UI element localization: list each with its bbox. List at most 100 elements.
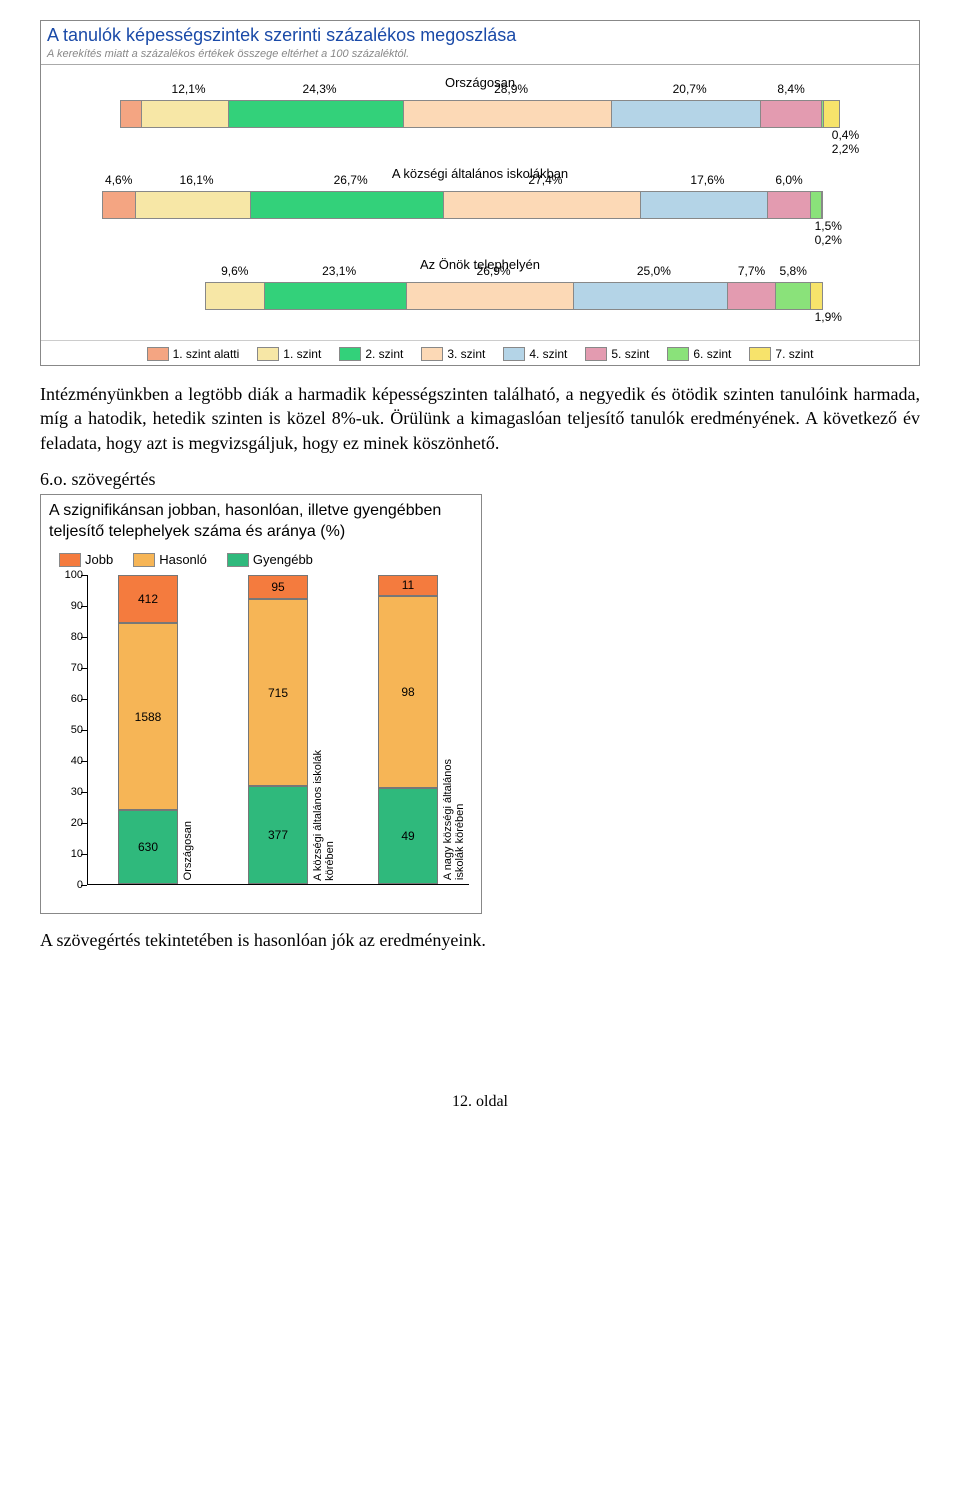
y-tick-mark: [81, 761, 87, 762]
chart2-plot: 0102030405060708090100 6301588412Országo…: [49, 575, 473, 905]
vbar-segment: 630: [118, 810, 178, 884]
legend-swatch: [257, 347, 279, 361]
legend-item: 2. szint: [339, 347, 403, 361]
legend-label: Gyengébb: [253, 552, 313, 567]
bar-segment-value: 16,1%: [180, 173, 214, 187]
vbar-category-label: Országosan: [182, 821, 194, 880]
legend-item: 7. szint: [749, 347, 813, 361]
vbar-group: 499811A nagy községi általános iskolák k…: [378, 574, 438, 884]
stacked-bar-row: Országosan12,1%24,3%28,9%20,7%8,4%0,4%2,…: [51, 75, 909, 162]
bar-segment-value: 17,6%: [690, 173, 724, 187]
bar-segment-value: 20,7%: [673, 82, 707, 96]
bar-segment: [142, 101, 229, 127]
chart2-legend: Jobb Hasonló Gyengébb: [41, 544, 481, 571]
legend-item: Hasonló: [133, 552, 207, 567]
bar-segment: [574, 283, 728, 309]
bar-segment: [824, 101, 840, 127]
legend-item: 5. szint: [585, 347, 649, 361]
bar-segment-value: 23,1%: [322, 264, 356, 278]
bar-segment: [404, 101, 612, 127]
legend-item: Gyengébb: [227, 552, 313, 567]
skill-distribution-chart: A tanulók képességszintek szerinti száza…: [40, 20, 920, 366]
vbar-group: 37771595A községi általános iskolák köré…: [248, 574, 308, 884]
y-tick-mark: [81, 699, 87, 700]
legend-item: 1. szint: [257, 347, 321, 361]
chart2-plot-area: 6301588412 Országosan 37771595A községi ál…: [87, 575, 469, 885]
stacked-bar-row: A községi általános iskolákban4,6%16,1%2…: [51, 166, 909, 253]
bar-segment-value: 25,0%: [637, 264, 671, 278]
y-tick-mark: [81, 606, 87, 607]
vbar-segment: 412: [118, 575, 178, 624]
y-tick-mark: [81, 792, 87, 793]
y-tick-mark: [81, 823, 87, 824]
legend-label: 7. szint: [775, 347, 813, 361]
bar-segment-value: 7,7%: [738, 264, 765, 278]
legend-label: 4. szint: [529, 347, 567, 361]
bar-segment: [229, 101, 404, 127]
bar-segment-value: 9,6%: [221, 264, 248, 278]
legend-item: 3. szint: [421, 347, 485, 361]
chart2-title: A szignifikánsan jobban, hasonlóan, ille…: [41, 495, 481, 545]
legend-label: 3. szint: [447, 347, 485, 361]
vbar-segment: 98: [378, 596, 438, 788]
legend-label: 5. szint: [611, 347, 649, 361]
legend-item: 6. szint: [667, 347, 731, 361]
bar-overflow-value: 1,5%: [815, 219, 842, 233]
vbar-segment: 377: [248, 786, 308, 884]
bar-segment-value: 26,9%: [477, 264, 511, 278]
legend-swatch: [667, 347, 689, 361]
legend-swatch: [147, 347, 169, 361]
y-tick-mark: [81, 668, 87, 669]
bar-segment: [612, 101, 761, 127]
legend-item: 1. szint alatti: [147, 347, 240, 361]
legend-label: Hasonló: [159, 552, 207, 567]
bar-segment: [205, 283, 264, 309]
legend-label: 6. szint: [693, 347, 731, 361]
bar-segment: [761, 101, 821, 127]
bar-segment: [407, 283, 573, 309]
legend-label: 2. szint: [365, 347, 403, 361]
bar-segment-value: 5,8%: [780, 264, 807, 278]
y-tick-mark: [81, 575, 87, 576]
bar-segment: [768, 192, 811, 218]
y-tick-mark: [81, 854, 87, 855]
bar-segment-value: 28,9%: [494, 82, 528, 96]
bar-segment-value: 8,4%: [777, 82, 804, 96]
bar-segment: [102, 192, 135, 218]
chart1-title: A tanulók képességszintek szerinti száza…: [41, 21, 919, 48]
bar-segment-value: 12,1%: [172, 82, 206, 96]
bar-segment: [444, 192, 641, 218]
y-tick-mark: [81, 637, 87, 638]
bar-overflow-value: 0,2%: [815, 233, 842, 247]
bar-segment: [822, 192, 823, 218]
bar-segment-value: 26,7%: [334, 173, 368, 187]
bar-segment-value: 24,3%: [303, 82, 337, 96]
legend-swatch: [59, 553, 81, 567]
legend-swatch: [339, 347, 361, 361]
section-heading: 6.o. szövegértés: [40, 469, 920, 490]
bar-segment: [811, 192, 822, 218]
chart1-legend: 1. szint alatti 1. szint 2. szint 3. szint 4…: [41, 340, 919, 365]
vbar-category-label: A nagy községi általános iskolák körében: [442, 759, 466, 880]
y-tick-mark: [81, 885, 87, 886]
legend-item: 4. szint: [503, 347, 567, 361]
bar-segment-value: 27,4%: [528, 173, 562, 187]
bar-overflow-value: 2,2%: [832, 142, 859, 156]
vbar-segment: 95: [248, 575, 308, 600]
legend-label: Jobb: [85, 552, 113, 567]
bar-segment: [728, 283, 776, 309]
legend-swatch: [749, 347, 771, 361]
vbar-segment: 1588: [118, 623, 178, 810]
vbar-segment: 49: [378, 788, 438, 884]
bar-overflow-value: 1,9%: [815, 310, 842, 324]
performance-comparison-chart: A szignifikánsan jobban, hasonlóan, ille…: [40, 494, 482, 915]
bar-segment: [251, 192, 443, 218]
vbar-segment: 11: [378, 575, 438, 597]
legend-label: 1. szint: [283, 347, 321, 361]
legend-label: 1. szint alatti: [173, 347, 240, 361]
bar-overflow-value: 0,4%: [832, 128, 859, 142]
page-number: 12. oldal: [40, 1093, 920, 1111]
bar-segment-value: 6,0%: [775, 173, 802, 187]
y-tick-mark: [81, 730, 87, 731]
bar-segment: [265, 283, 408, 309]
